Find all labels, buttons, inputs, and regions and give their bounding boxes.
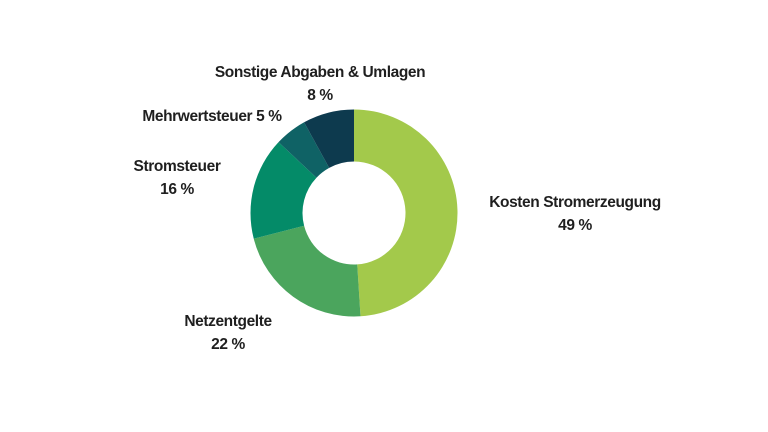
donut-segment-mehrwertsteuer[interactable] <box>278 122 330 178</box>
donut-segment-kosten-stromerzeugung[interactable] <box>354 109 458 317</box>
label-value: 8 % <box>307 87 333 104</box>
label-stromsteuer: Stromsteuer 16 % <box>134 155 221 201</box>
label-text: Netzentgelte <box>184 313 272 330</box>
label-value: 16 % <box>160 181 194 198</box>
label-value: 22 % <box>211 336 245 353</box>
label-mehrwertsteuer: Mehrwertsteuer 5 % <box>142 105 282 128</box>
donut-segment-sonstige-abgaben-umlagen[interactable] <box>304 109 354 168</box>
label-sonstige-abgaben-umlagen: Sonstige Abgaben & Umlagen 8 % <box>214 61 426 107</box>
label-text: Sonstige Abgaben & Umlagen <box>214 64 426 81</box>
label-value: 49 % <box>558 217 592 234</box>
donut-segment-stromsteuer[interactable] <box>250 142 317 239</box>
label-value: 5 % <box>256 108 282 125</box>
label-text: Stromsteuer <box>133 158 221 175</box>
label-netzentgelte: Netzentgelte 22 % <box>184 310 272 356</box>
label-text: Kosten Stromerzeugung <box>489 194 661 211</box>
label-kosten-stromerzeugung: Kosten Stromerzeugung 49 % <box>489 191 661 237</box>
donut-segment-netzentgelte[interactable] <box>253 225 361 317</box>
label-text: Mehrwertsteuer <box>142 108 253 125</box>
